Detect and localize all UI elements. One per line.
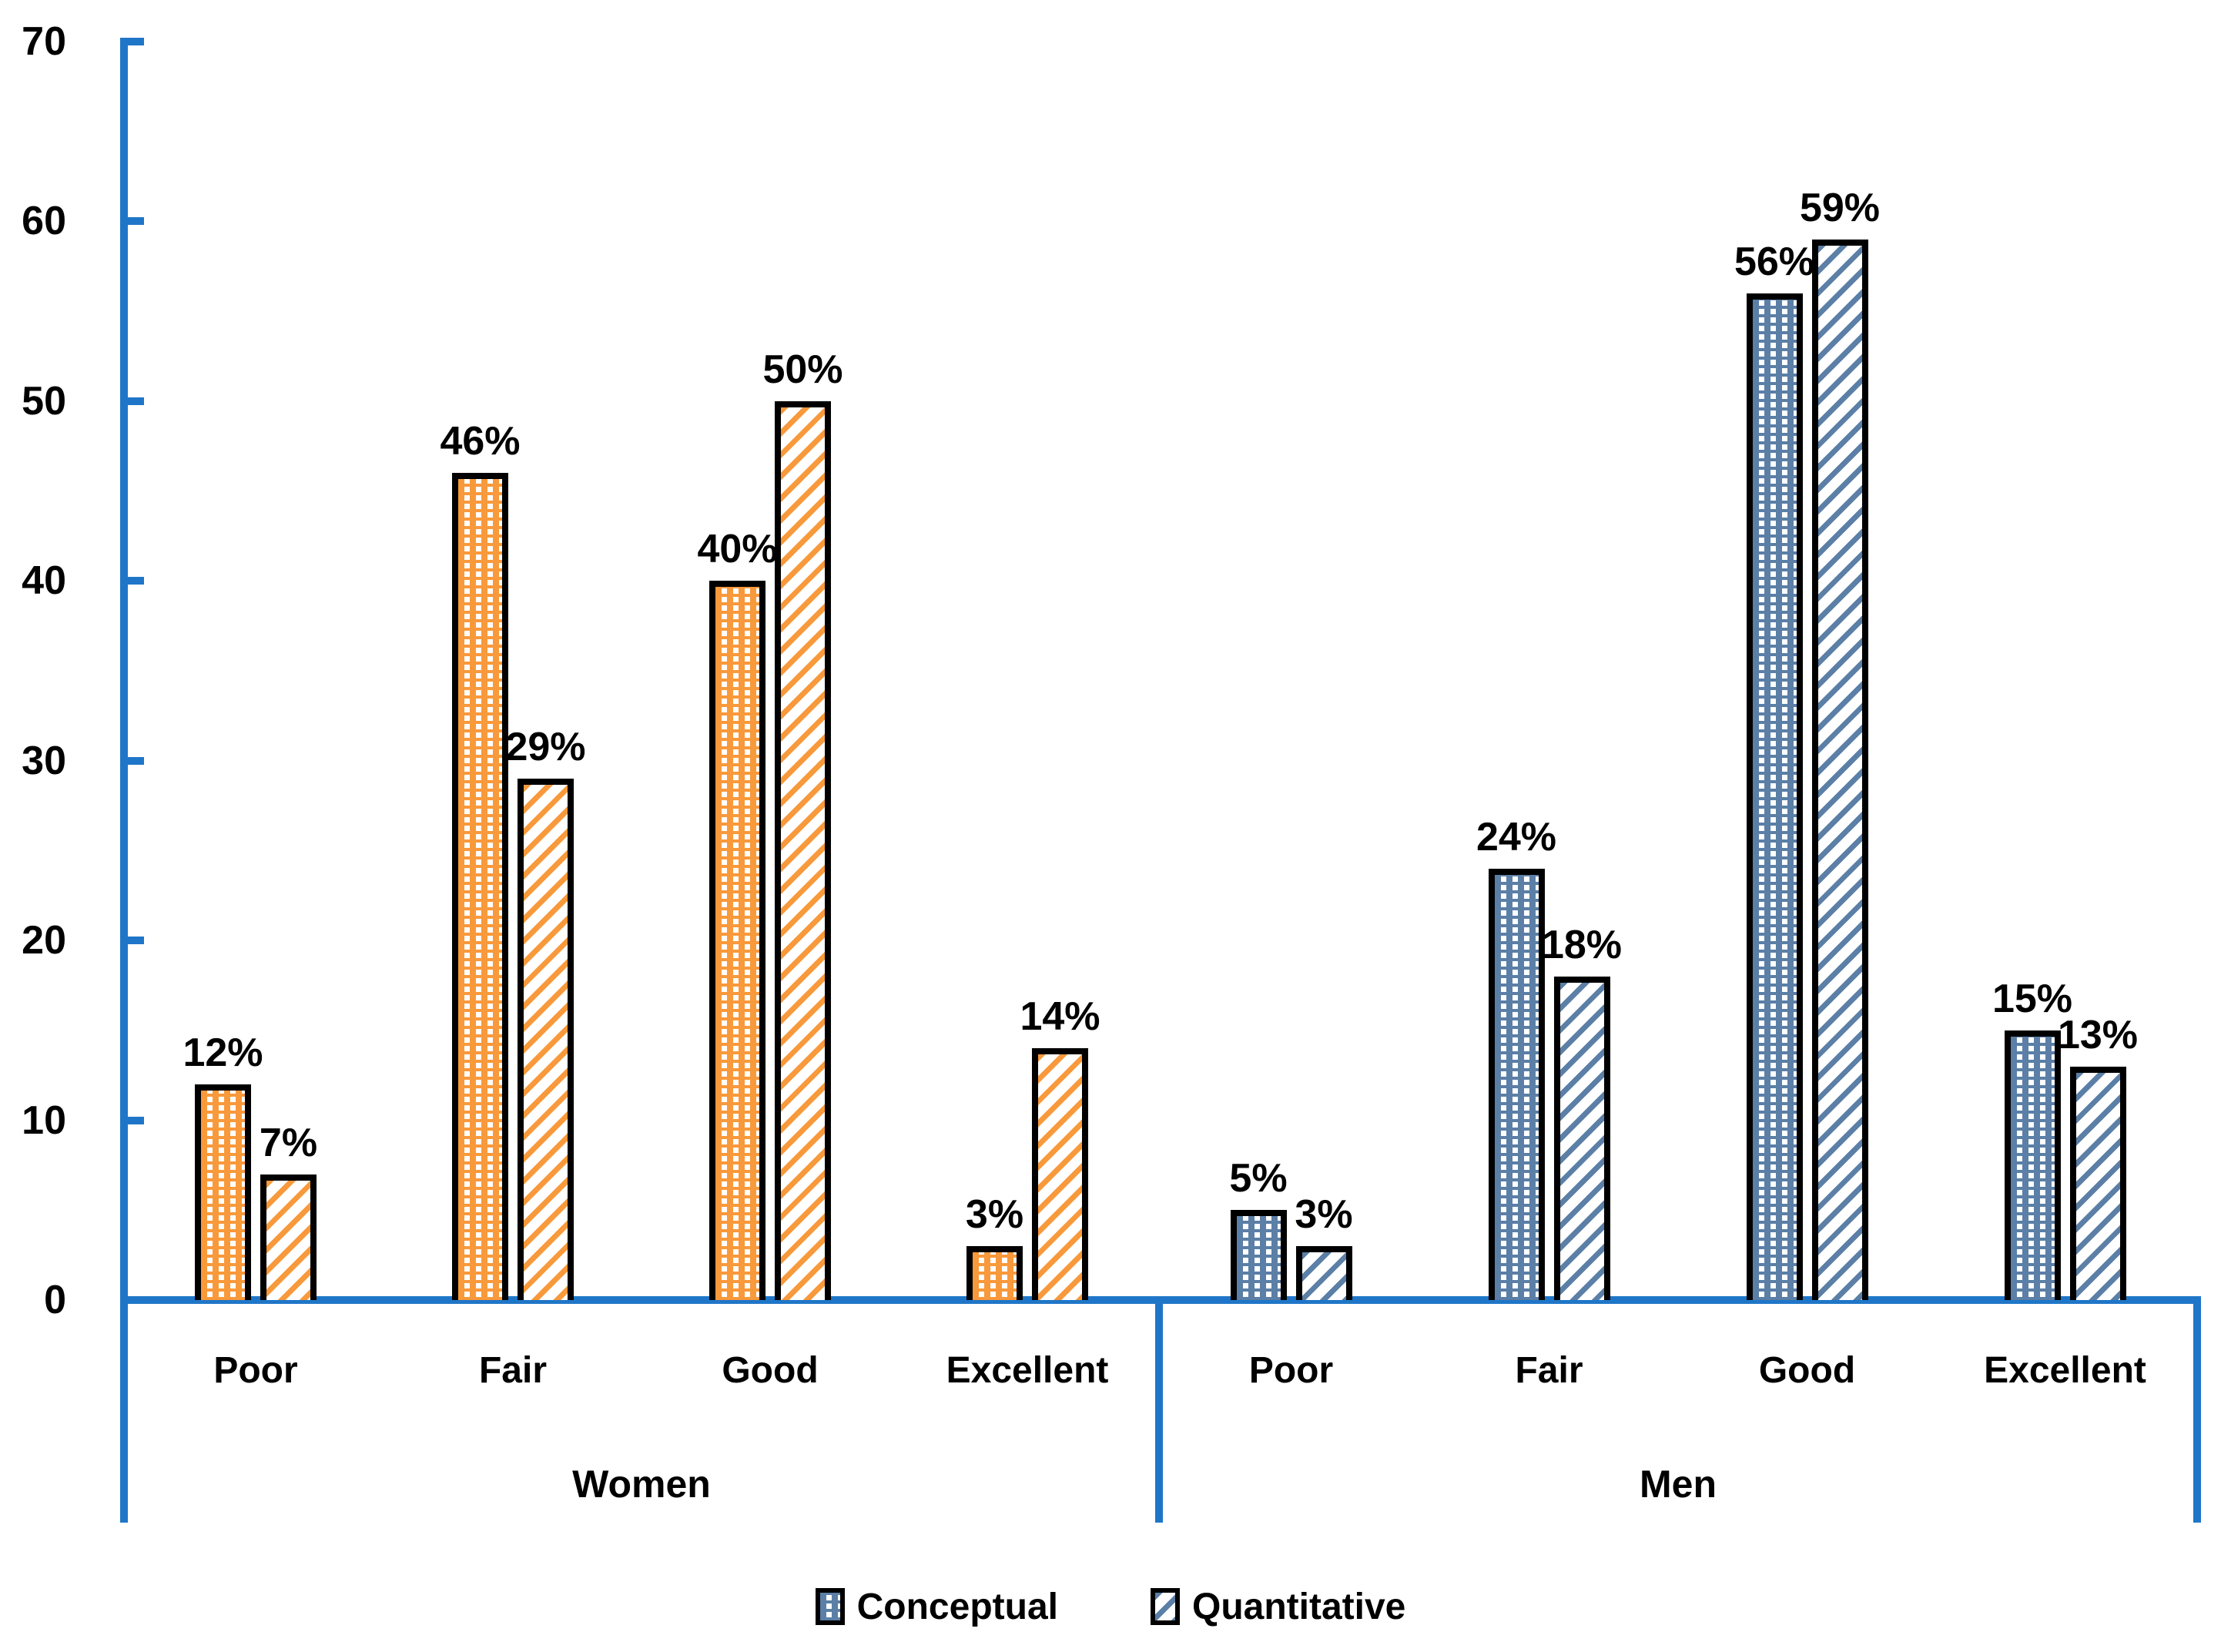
bar (195, 1084, 251, 1300)
bar (775, 400, 831, 1300)
legend-swatch-quantitative-pattern (1150, 1588, 1180, 1625)
bar (966, 1245, 1023, 1300)
bar-value-label: 15% (1992, 976, 2073, 1021)
bar (1032, 1048, 1088, 1300)
bar (260, 1174, 317, 1300)
group-label: Women (572, 1463, 711, 1506)
legend-label-conceptual: Conceptual (856, 1586, 1058, 1627)
bar-value-label: 3% (965, 1191, 1024, 1237)
y-axis-tick-label: 30 (22, 738, 66, 783)
category-label: Poor (1248, 1350, 1334, 1391)
legend: Conceptual Quantitative (0, 1576, 2221, 1637)
bar (1230, 1210, 1287, 1300)
legend-swatch-conceptual-pattern (815, 1588, 845, 1625)
bar-value-label: 14% (1020, 994, 1100, 1040)
bar-value-label: 24% (1476, 814, 1557, 860)
group-divider (1155, 1300, 1163, 1523)
y-axis-tick-label: 60 (22, 199, 66, 244)
y-axis-tick-label: 70 (22, 19, 66, 64)
category-label: Fair (1515, 1350, 1583, 1391)
group-label: Men (1640, 1463, 1717, 1506)
y-axis-tick-label: 10 (22, 1097, 66, 1143)
y-axis-tick (128, 937, 144, 945)
category-label: Fair (478, 1350, 548, 1391)
y-axis-tick (128, 397, 144, 405)
category-label: Good (722, 1350, 819, 1391)
y-axis-tick (128, 38, 144, 45)
bar-value-label: 59% (1799, 185, 1881, 230)
bar-value-label: 46% (440, 419, 521, 464)
bar-value-label: 18% (1541, 922, 1623, 967)
bar-value-label: 50% (762, 347, 843, 392)
y-axis-tick-label: 50 (22, 378, 66, 424)
y-axis-tick-label: 20 (22, 918, 66, 963)
bar (1295, 1245, 1352, 1300)
y-axis-line (120, 38, 128, 1523)
bar-value-label: 7% (259, 1120, 318, 1165)
bar-value-label: 12% (183, 1030, 263, 1075)
category-label: Excellent (946, 1350, 1109, 1391)
bar (518, 779, 574, 1300)
legend-label-quantitative: Quantitative (1191, 1586, 1406, 1627)
category-label: Good (1758, 1350, 1856, 1391)
bar-value-label: 3% (1295, 1191, 1353, 1237)
bar (1553, 976, 1610, 1300)
category-label: Excellent (1984, 1350, 2146, 1391)
y-axis-tick-label: 0 (44, 1278, 66, 1322)
y-axis-tick-label: 40 (22, 558, 66, 604)
bar (452, 473, 508, 1300)
bar-value-label: 29% (505, 725, 586, 770)
bar (1488, 868, 1545, 1300)
y-axis-tick (128, 217, 144, 226)
y-axis-tick (128, 1116, 144, 1124)
bar (2069, 1066, 2126, 1300)
axis-right-border (2193, 1300, 2201, 1523)
bar (1746, 293, 1803, 1300)
bar (1811, 239, 1868, 1300)
bar-value-label: 13% (2057, 1012, 2139, 1057)
y-axis-tick (128, 577, 144, 585)
y-axis-tick (128, 756, 144, 765)
legend-item-conceptual: Conceptual (815, 1586, 1058, 1628)
bar-value-label: 5% (1229, 1156, 1288, 1201)
legend-item-quantitative: Quantitative (1150, 1586, 1406, 1628)
bar-value-label: 40% (697, 527, 778, 572)
bar (709, 581, 765, 1300)
category-label: Poor (213, 1350, 298, 1391)
bar (2004, 1030, 2061, 1300)
bar-value-label: 56% (1734, 239, 1815, 284)
